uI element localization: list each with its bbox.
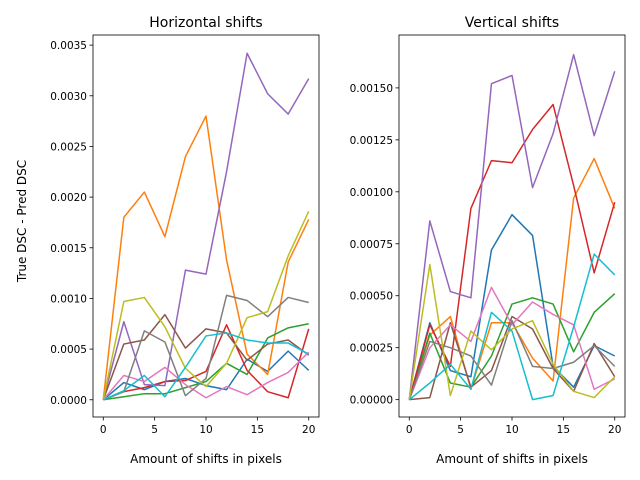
y-tick-label: 0.0030 (50, 91, 87, 103)
series-line-3 (408, 293, 616, 400)
y-tick-label: 0.0020 (50, 192, 87, 204)
x-tick-label: 0 (100, 424, 107, 436)
series-line-8 (102, 294, 309, 401)
series-line-9 (408, 263, 616, 400)
y-tick-label: 0.00125 (350, 135, 393, 147)
y-tick-label: 0.00025 (350, 343, 393, 355)
panel-horizontal-shifts: Horizontal shifts 0 5 10 15 20 0.0000 0.0005 0.… (15, 15, 320, 466)
series-line-2 (102, 115, 310, 400)
x-axis-label: Amount of shifts in pixels (436, 452, 588, 466)
y-tick-label: 0.0015 (50, 243, 87, 255)
series-line-5 (102, 52, 310, 400)
series-line-5 (408, 53, 616, 400)
x-tick-label: 10 (505, 424, 518, 436)
y-tick-label: 0.00150 (350, 83, 393, 95)
y-tick-label: 0.0025 (50, 141, 87, 153)
tick-layer: 0 5 10 15 20 0.00000 0.00025 0.00050 0.00075 0.00… (350, 83, 622, 436)
series-line-4 (102, 324, 310, 401)
series-line-3 (103, 323, 309, 401)
series-line-7 (102, 351, 310, 401)
x-tick-label: 0 (406, 424, 413, 436)
y-tick-label: 0.0035 (50, 40, 87, 52)
axes-frame (398, 34, 626, 418)
panel-vertical-shifts: Vertical shifts 0 5 10 15 20 0.00000 0.00025 0.… (350, 15, 626, 466)
tick-layer: 0 5 10 15 20 0.0000 0.0005 0.0010 0.0015 0.0020 0.… (50, 40, 315, 436)
y-axis-label: True DSC - Pred DSC (15, 160, 29, 283)
y-tick-label: 0.00050 (350, 291, 393, 303)
x-tick-label: 20 (302, 424, 315, 436)
series-line-8 (408, 319, 616, 400)
y-tick-label: 0.0000 (50, 395, 87, 407)
y-tick-label: 0.00000 (350, 395, 393, 407)
panel-title: Vertical shifts (465, 15, 559, 31)
x-tick-label: 5 (151, 424, 158, 436)
x-tick-label: 5 (457, 424, 464, 436)
x-tick-label: 15 (557, 424, 570, 436)
x-tick-label: 20 (608, 424, 621, 436)
y-tick-label: 0.0005 (50, 344, 87, 356)
x-axis-label: Amount of shifts in pixels (130, 452, 282, 466)
y-tick-label: 0.00100 (350, 187, 393, 199)
series-line-10 (408, 253, 616, 401)
y-tick-label: 0.0010 (50, 293, 87, 305)
series-layer (102, 52, 310, 401)
series-line-9 (102, 210, 310, 400)
x-tick-label: 10 (199, 424, 212, 436)
series-line-7 (408, 286, 616, 400)
panel-title: Horizontal shifts (149, 15, 262, 31)
series-layer (408, 53, 616, 401)
x-tick-label: 15 (251, 424, 264, 436)
y-tick-label: 0.00075 (350, 239, 393, 251)
series-line-10 (102, 332, 310, 401)
axes-frame (92, 34, 320, 418)
